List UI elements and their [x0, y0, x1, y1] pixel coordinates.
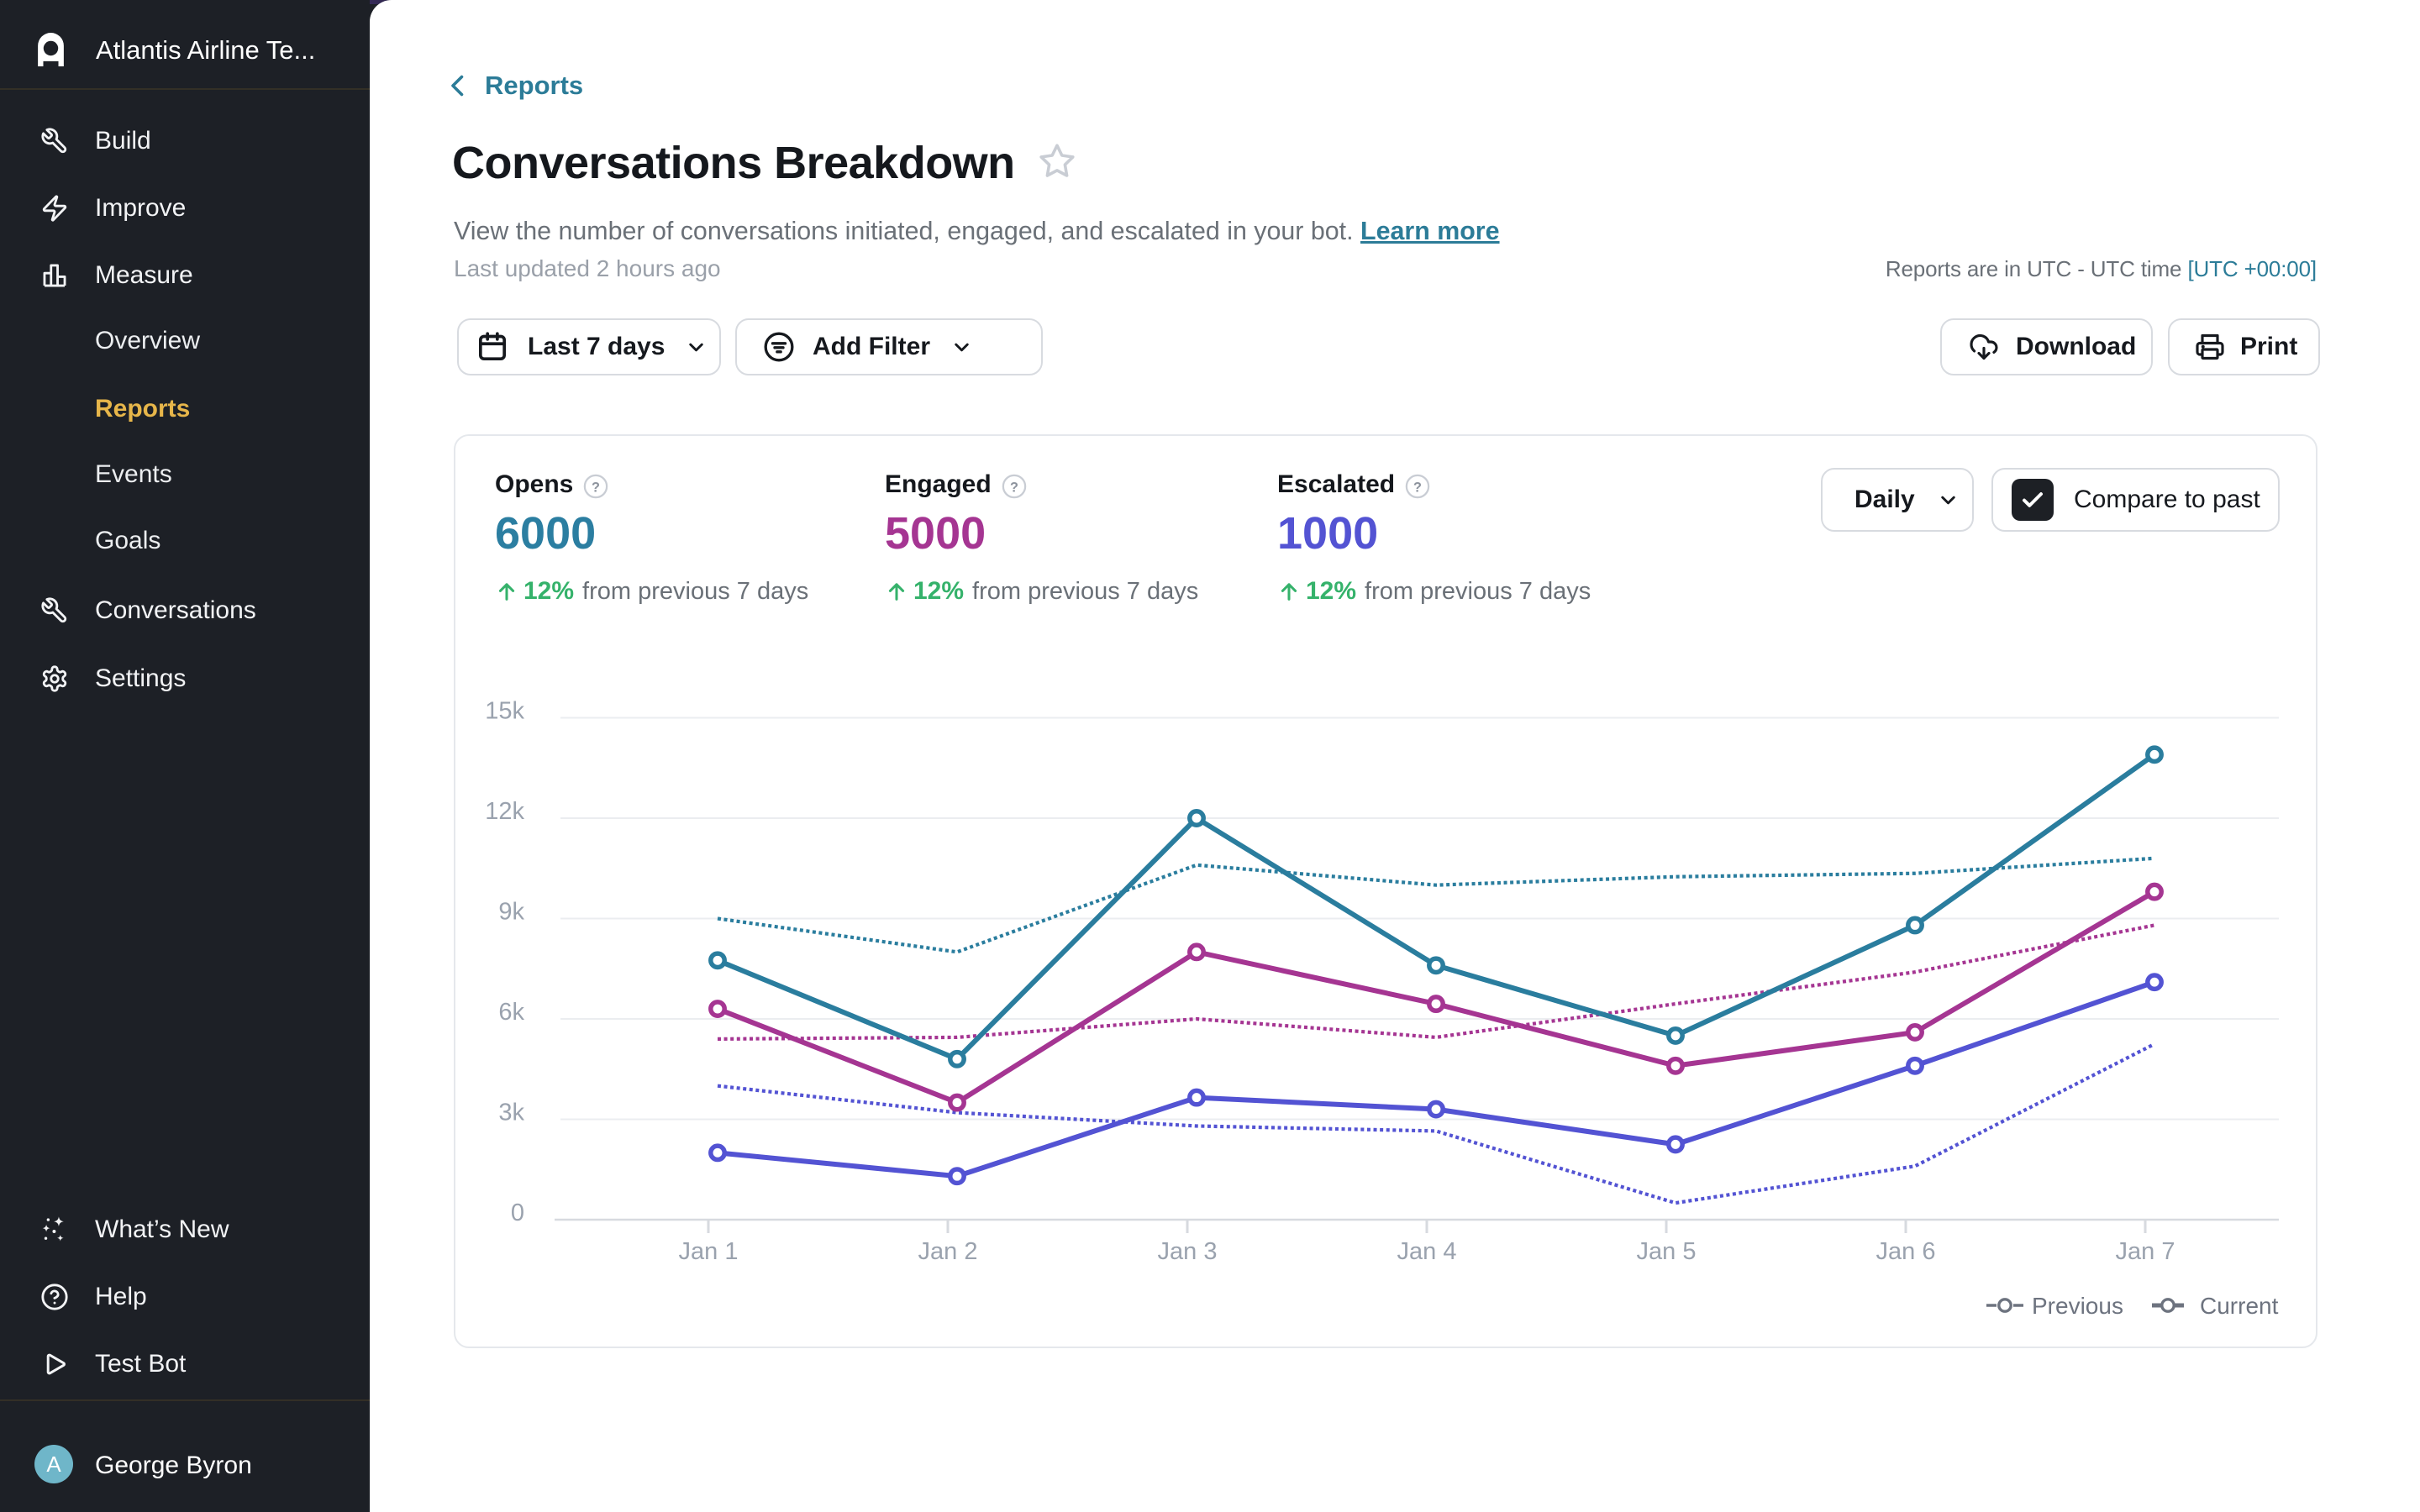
svg-text:9k: 9k	[498, 899, 524, 926]
svg-text:Jan 5: Jan 5	[1637, 1238, 1697, 1265]
svg-text:Previous: Previous	[2032, 1293, 2123, 1319]
svg-text:Jan 2: Jan 2	[918, 1238, 978, 1265]
svg-text:Jan 4: Jan 4	[1397, 1238, 1457, 1265]
svg-text:Current: Current	[2200, 1293, 2279, 1319]
svg-text:Jan 1: Jan 1	[679, 1238, 739, 1265]
svg-text:Jan 6: Jan 6	[1876, 1238, 1936, 1265]
svg-text:Jan 3: Jan 3	[1158, 1238, 1218, 1265]
svg-text:?: ?	[1010, 480, 1018, 495]
svg-text:15k: 15k	[485, 698, 524, 725]
svg-text:12k: 12k	[485, 798, 524, 825]
svg-text:3k: 3k	[498, 1100, 524, 1126]
svg-text:6k: 6k	[498, 999, 524, 1026]
svg-text:?: ?	[592, 480, 600, 495]
svg-text:?: ?	[1413, 480, 1422, 495]
svg-text:Jan 7: Jan 7	[2116, 1238, 2175, 1265]
svg-text:0: 0	[511, 1200, 524, 1226]
